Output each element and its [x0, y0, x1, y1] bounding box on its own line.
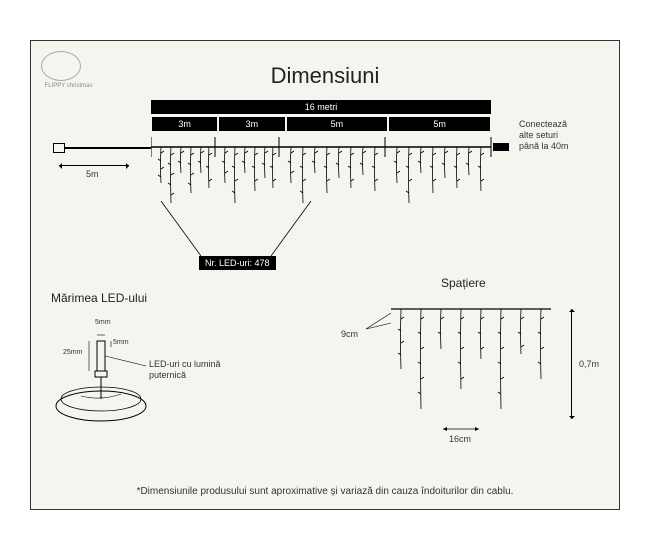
horiz-gap-text: 9cm [341, 329, 358, 339]
connect-note: Conectează alte seturi până la 40m [519, 119, 609, 151]
lead-length-arrow [59, 165, 129, 166]
end-connector-icon [493, 143, 509, 151]
segment-label: 5m [287, 117, 388, 131]
spacing-title: Spațiere [441, 276, 486, 290]
lead-cable [65, 147, 151, 149]
lead-length-text: 5m [86, 169, 99, 179]
disclaimer-text: *Dimensiunile produsului sunt aproximati… [31, 486, 619, 497]
segment-label: 3m [152, 117, 217, 131]
led-size-title: Mărimea LED-ului [51, 291, 147, 305]
led-dim-side: 5mm [113, 339, 129, 346]
segment-label: 5m [389, 117, 490, 131]
drop-height-text: 0,7m [579, 359, 599, 369]
spacing-diagram [351, 299, 581, 449]
segment-label: 3m [219, 117, 284, 131]
plug-icon [53, 143, 65, 153]
led-count-label: Nr. LED-uri: 478 [199, 256, 276, 270]
led-dim-height: 25mm [63, 349, 82, 356]
main-title: Dimensiuni [31, 63, 619, 89]
drop-height-arrow [571, 309, 572, 419]
strand-gap-text: 16cm [449, 434, 471, 444]
diagram-frame: FLIPPY christmas Dimensiuni 16 metri 3m … [30, 40, 620, 510]
led-dim-top: 5mm [95, 319, 111, 326]
led-note: LED-uri cu lumină puternică [149, 359, 229, 381]
total-length-label: 16 metri [151, 100, 491, 114]
